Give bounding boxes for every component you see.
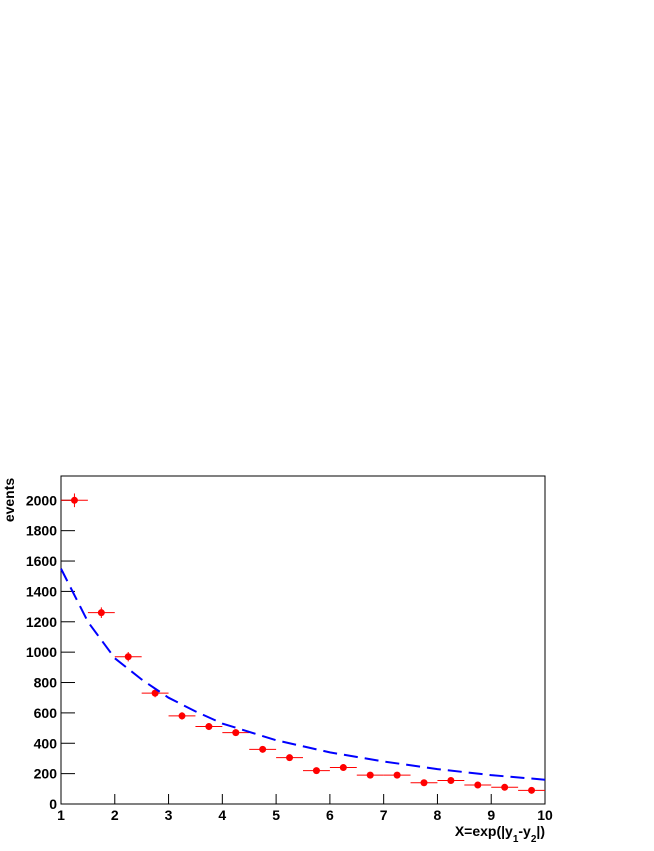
- x-tick-label: 1: [57, 807, 65, 823]
- x-tick-label: 3: [165, 807, 173, 823]
- x-axis-label-part: |): [536, 823, 545, 839]
- data-point: [474, 781, 482, 789]
- data-point: [97, 609, 105, 617]
- y-tick-label: 1600: [26, 553, 57, 569]
- y-tick-label: 400: [34, 735, 58, 751]
- x-tick-label: 6: [326, 807, 334, 823]
- x-tick-label: 4: [218, 807, 226, 823]
- x-axis-label-part: 2: [531, 834, 537, 845]
- data-point: [393, 771, 401, 779]
- x-tick-label: 5: [272, 807, 280, 823]
- data-point: [420, 779, 428, 787]
- y-tick-label: 600: [34, 705, 58, 721]
- y-tick-label: 1400: [26, 583, 57, 599]
- x-axis-label-part: 1: [513, 834, 519, 845]
- data-point: [447, 776, 455, 784]
- x-axis-label: X=exp(|y1-y2|): [455, 823, 545, 845]
- data-point: [232, 729, 240, 737]
- data-point: [124, 653, 132, 661]
- data-point: [205, 723, 213, 731]
- x-tick-label: 2: [111, 807, 119, 823]
- y-tick-label: 2000: [26, 492, 57, 508]
- y-tick-label: 0: [49, 796, 57, 812]
- x-tick-label: 8: [434, 807, 442, 823]
- data-point: [312, 767, 320, 775]
- data-point: [366, 771, 374, 779]
- data-point: [339, 764, 347, 772]
- x-tick-label: 10: [537, 807, 553, 823]
- data-point: [151, 689, 159, 697]
- y-tick-label: 1200: [26, 614, 57, 630]
- x-axis-label-part: X=exp(|y: [455, 823, 513, 839]
- data-point: [70, 496, 78, 504]
- fit-curve: [60, 568, 546, 781]
- x-axis-label-part: -y: [518, 823, 531, 839]
- data-point: [259, 745, 267, 753]
- y-tick-label: 800: [34, 675, 58, 691]
- y-axis-label: events: [1, 478, 17, 523]
- plot-frame: [60, 475, 546, 805]
- data-point: [528, 786, 536, 794]
- data-point: [501, 783, 509, 791]
- x-tick-label: 7: [380, 807, 388, 823]
- y-tick-label: 1800: [26, 523, 57, 539]
- y-tick-label: 200: [34, 766, 58, 782]
- y-tick-label: 1000: [26, 644, 57, 660]
- data-point: [178, 712, 186, 720]
- data-point: [286, 754, 294, 762]
- x-tick-label: 9: [487, 807, 495, 823]
